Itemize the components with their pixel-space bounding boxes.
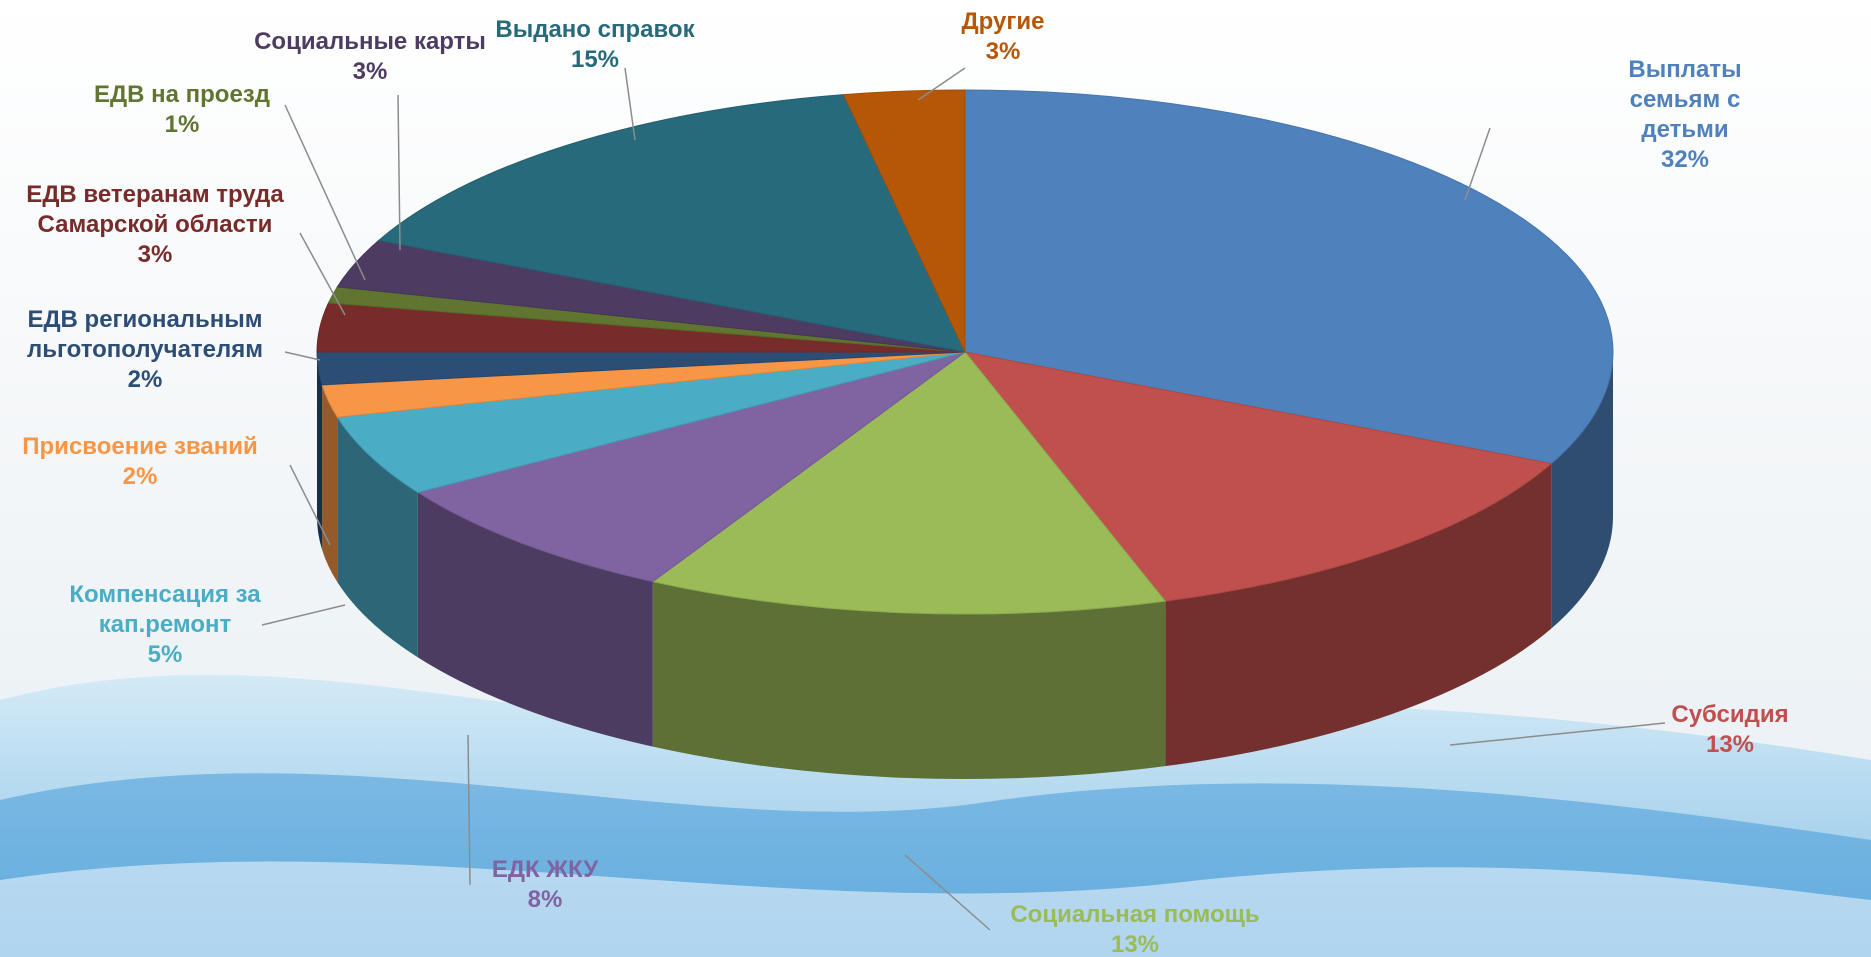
label-value: 2%	[22, 462, 257, 492]
label-name: Социальная помощь	[1010, 900, 1259, 930]
label-value: 13%	[1671, 730, 1788, 760]
label-name: Выдано справок	[495, 15, 694, 45]
label-value: 2%	[27, 365, 263, 395]
label-value: 8%	[492, 885, 598, 915]
label-value: 32%	[1592, 145, 1778, 175]
label-name: Субсидия	[1671, 700, 1788, 730]
label-value: 15%	[495, 45, 694, 75]
label-name: Выплаты семьям с детьми	[1592, 55, 1778, 145]
slice-side	[322, 385, 337, 582]
label-name: Социальные карты	[254, 27, 486, 57]
chart: Выплаты семьям с детьми32%Субсидия13%Соц…	[0, 0, 1871, 957]
label-value: 5%	[69, 640, 260, 670]
label-value: 1%	[94, 110, 270, 140]
label-name: ЕДК ЖКУ	[492, 855, 598, 885]
label-name: ЕДВ региональным льготополучателям	[27, 305, 263, 365]
chart-canvas	[0, 0, 1871, 957]
label-name: ЕДВ на проезд	[94, 80, 270, 110]
label-name: ЕДВ ветеранам труда Самарской области	[26, 180, 283, 240]
label-name: Другие	[962, 7, 1045, 37]
label-value: 3%	[26, 240, 283, 270]
label-value: 3%	[962, 37, 1045, 67]
label-name: Компенсация за кап.ремонт	[69, 580, 260, 640]
label-name: Присвоение званий	[22, 432, 257, 462]
label-value: 3%	[254, 57, 486, 87]
label-value: 13%	[1010, 930, 1259, 957]
